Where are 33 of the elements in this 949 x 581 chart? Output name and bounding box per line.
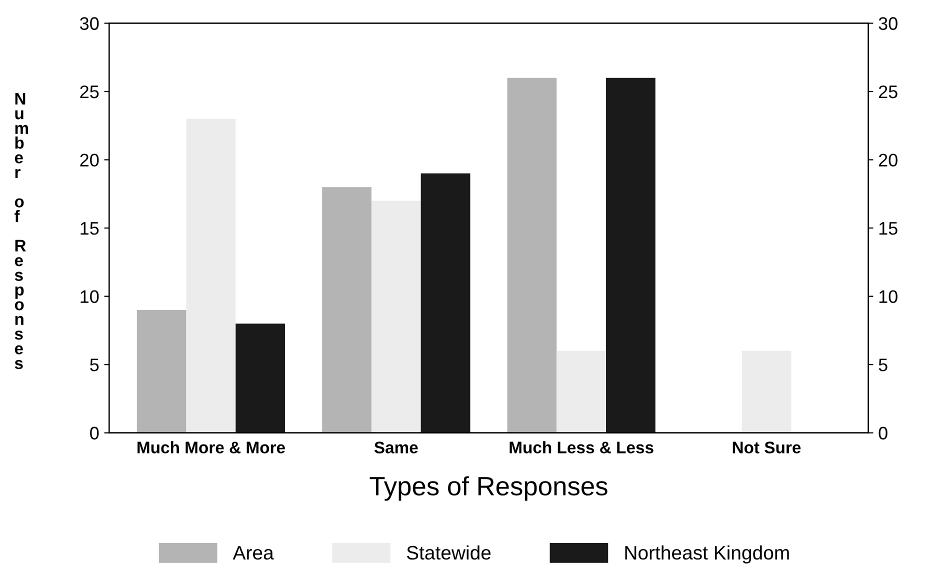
legend-label: Northeast Kingdom — [625, 545, 789, 564]
y-tick-label: 0 — [90, 426, 99, 440]
bar — [742, 350, 792, 433]
y-tick-label: 30 — [80, 17, 99, 30]
x-axis-title: Types of Responses — [370, 476, 608, 501]
y2-tick-label: 0 — [878, 426, 888, 440]
y-tick-label: 10 — [80, 290, 99, 304]
bar — [556, 350, 606, 433]
y-tick-label: 25 — [80, 85, 99, 98]
bar — [236, 324, 286, 433]
text: Number of Responses — [14, 93, 28, 370]
x-tick-label: Not Sure — [732, 442, 801, 454]
y-tick-label: 20 — [80, 154, 99, 166]
y2-tick-label: 5 — [878, 358, 888, 372]
y2-tick-label: 15 — [879, 222, 898, 235]
legend-label: Statewide — [406, 545, 491, 560]
y2-tick-label: 10 — [879, 290, 898, 304]
legend-label: Area — [232, 546, 274, 560]
x-tick-label: Same — [374, 442, 418, 454]
bar — [322, 187, 372, 433]
bar — [136, 310, 186, 433]
bar — [507, 78, 557, 433]
bar — [371, 200, 421, 433]
y2-tick-label: 30 — [878, 17, 898, 30]
y-tick-label: 15 — [80, 222, 99, 235]
y2-tick-label: 20 — [878, 154, 898, 166]
y-tick-label: 5 — [90, 358, 99, 372]
bar — [606, 78, 656, 433]
x-tick-label: Much More & More — [138, 441, 285, 454]
x-tick-label: Much Less & Less — [510, 441, 654, 454]
bar — [420, 173, 470, 433]
y2-tick-label: 25 — [878, 85, 898, 98]
bar — [186, 118, 236, 433]
